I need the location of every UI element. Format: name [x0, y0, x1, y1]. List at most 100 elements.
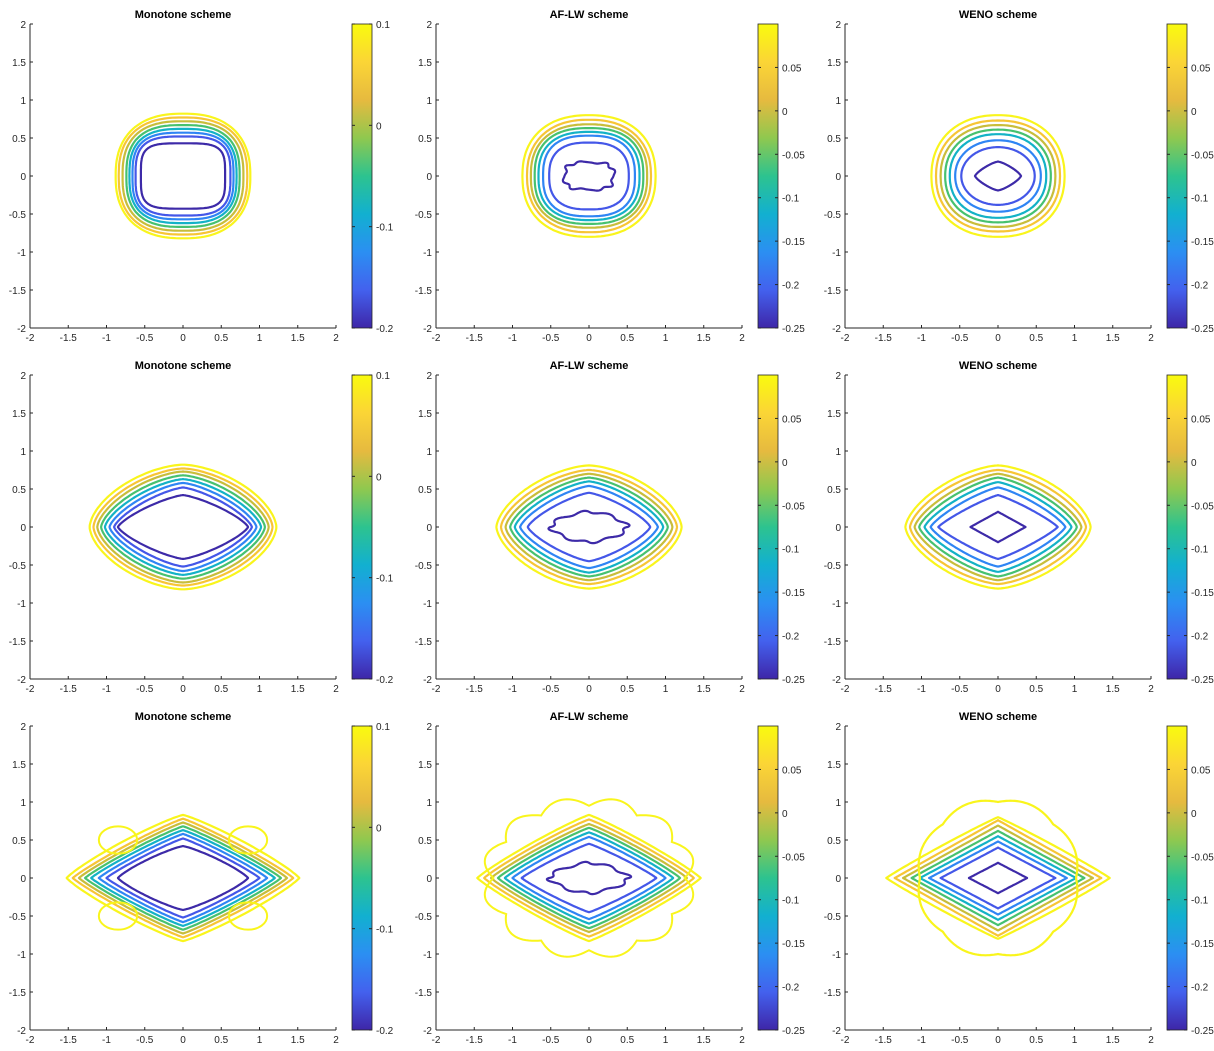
y-tick-label: 1 — [20, 96, 26, 107]
y-tick-label: 2 — [426, 20, 432, 31]
x-tick-label: 2 — [739, 333, 745, 344]
contour-line — [495, 464, 683, 590]
x-tick-label: -1.5 — [875, 684, 893, 695]
x-tick-label: 1.5 — [697, 333, 711, 344]
x-tick-label: -0.5 — [542, 684, 560, 695]
colorbar-tick-label: -0.25 — [782, 1026, 805, 1037]
x-tick-label: -2 — [841, 333, 850, 344]
contour-panel: Monotone scheme -2 -1.5 -1 -0.5 0 0.5 1 1.5 2 2 1.5… — [9, 711, 394, 1046]
colorbar-tick-label: 0.1 — [376, 722, 390, 733]
contour-line — [499, 468, 679, 586]
colorbar-tick-label: 0 — [782, 458, 788, 469]
y-tick-label: 1 — [835, 447, 841, 458]
contour-line — [934, 119, 1062, 233]
contour-panel: WENO scheme -2 -1.5 -1 -0.5 0 0.5 1 1.5 2 2 1.5 1 0.5… — [824, 711, 1214, 1046]
contour-line — [954, 139, 1042, 213]
y-tick-label: -0.5 — [9, 561, 27, 572]
y-tick-label: 1 — [426, 798, 432, 809]
y-tick-label: -1 — [423, 950, 432, 961]
contour-line — [97, 832, 269, 924]
y-tick-label: 1.5 — [827, 409, 841, 420]
x-tick-label: -1 — [508, 333, 517, 344]
y-tick-label: -1 — [423, 599, 432, 610]
y-tick-label: 2 — [426, 722, 432, 733]
y-tick-label: -2 — [832, 1026, 841, 1037]
contour-line — [116, 494, 250, 560]
y-tick-label: 1 — [426, 96, 432, 107]
contour-line — [525, 118, 653, 234]
colorbar-tick-label: 0 — [1191, 107, 1197, 118]
colorbar-tick-label: -0.2 — [1191, 632, 1209, 643]
colorbar — [1166, 374, 1188, 680]
colorbar-tick-label: -0.1 — [1191, 545, 1209, 556]
x-tick-label: -0.5 — [136, 1035, 154, 1046]
colorbar — [1166, 725, 1188, 1031]
y-tick-label: -1 — [17, 599, 26, 610]
y-tick-label: 1.5 — [12, 58, 26, 69]
contour-panel: Monotone scheme -2 -1.5 -1 -0.5 0 0.5 1 1.5 2 2 1.5… — [9, 9, 394, 344]
y-tick-label: 1.5 — [827, 760, 841, 771]
contour-panel: AF-LW scheme -2 -1.5 -1 -0.5 0 0.5 1 1.5 2 2 1.5 1 0.… — [415, 360, 805, 695]
colorbar-tick-label: 0.05 — [782, 63, 802, 74]
x-tick-label: -2 — [841, 1035, 850, 1046]
contour-line — [496, 826, 682, 930]
contour-line — [490, 822, 688, 934]
y-tick-label: 2 — [835, 722, 841, 733]
colorbar-tick-label: -0.1 — [376, 223, 394, 234]
contour-line — [944, 128, 1052, 224]
colorbar-tick-label: -0.25 — [1191, 324, 1214, 335]
contour-line — [100, 474, 266, 580]
colorbar-tick-label: -0.1 — [1191, 896, 1209, 907]
y-tick-label: 0 — [835, 523, 841, 534]
colorbar-tick-label: 0.05 — [1191, 63, 1211, 74]
y-tick-label: -0.5 — [9, 912, 27, 923]
colorbar-tick-label: 0 — [376, 472, 382, 483]
y-tick-label: -1 — [832, 248, 841, 259]
x-tick-label: -1 — [102, 684, 111, 695]
colorbar-tick-label: 0.05 — [1191, 765, 1211, 776]
y-tick-label: -1.5 — [9, 286, 27, 297]
x-tick-label: -1 — [102, 1035, 111, 1046]
colorbar-tick-label: 0 — [376, 823, 382, 834]
y-tick-label: 1.5 — [12, 760, 26, 771]
x-tick-label: 0.5 — [620, 333, 634, 344]
contour-line — [904, 464, 1092, 590]
colorbar-tick-label: -0.1 — [782, 896, 800, 907]
y-tick-label: 2 — [426, 371, 432, 382]
y-tick-label: -2 — [832, 324, 841, 335]
contour-line — [973, 160, 1023, 192]
x-tick-label: 2 — [739, 1035, 745, 1046]
contour-line — [90, 829, 276, 927]
x-tick-label: -0.5 — [136, 684, 154, 695]
contour-line — [923, 481, 1073, 573]
x-tick-label: 1 — [1072, 333, 1078, 344]
x-tick-label: -0.5 — [951, 684, 969, 695]
outer-contour-line — [483, 798, 695, 958]
y-tick-label: 2 — [835, 371, 841, 382]
y-tick-label: -2 — [423, 1026, 432, 1037]
x-tick-label: -1 — [508, 1035, 517, 1046]
x-tick-label: -0.5 — [136, 333, 154, 344]
colorbar-tick-label: 0.1 — [376, 371, 390, 382]
contour-line — [561, 160, 617, 192]
x-tick-label: 0 — [180, 333, 186, 344]
y-tick-label: -1 — [17, 950, 26, 961]
panel-title: AF-LW scheme — [550, 360, 629, 372]
outer-contour-line — [97, 825, 139, 855]
x-tick-label: 0.5 — [1029, 1035, 1043, 1046]
contour-line — [509, 476, 669, 578]
x-tick-label: -1.5 — [875, 1035, 893, 1046]
x-tick-label: -0.5 — [951, 333, 969, 344]
x-tick-label: 1 — [257, 684, 263, 695]
contour-line — [108, 481, 258, 573]
y-tick-label: 2 — [20, 371, 26, 382]
x-tick-label: 1.5 — [1106, 333, 1120, 344]
x-tick-label: 1.5 — [291, 1035, 305, 1046]
y-tick-label: -0.5 — [415, 561, 433, 572]
contour-line — [65, 813, 301, 943]
x-tick-label: -1.5 — [60, 333, 78, 344]
contour-line — [134, 135, 232, 217]
x-tick-label: 0 — [586, 684, 592, 695]
colorbar-tick-label: -0.2 — [782, 632, 800, 643]
